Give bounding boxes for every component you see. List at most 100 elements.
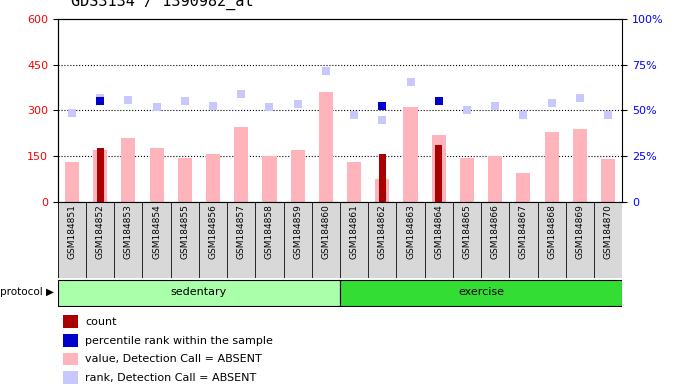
Bar (58, 280, 340, 306)
Text: GSM184857: GSM184857 (237, 204, 245, 259)
Bar (262, 156, 277, 202)
Bar (93, 150, 107, 202)
Point (433, 98, 444, 104)
Text: GSM184858: GSM184858 (265, 204, 274, 259)
Bar (403, 108, 418, 202)
Text: count: count (85, 317, 116, 327)
Bar (432, 135, 446, 202)
Bar (369, 202, 396, 278)
Text: GSM184860: GSM184860 (322, 204, 330, 259)
Point (490, 103, 500, 109)
Bar (347, 162, 361, 202)
Point (67, 110, 78, 116)
Bar (488, 156, 503, 202)
Bar (425, 202, 453, 278)
Point (546, 100, 557, 106)
Bar (150, 148, 164, 202)
Bar (538, 202, 566, 278)
Text: sedentary: sedentary (171, 287, 227, 297)
Bar (114, 202, 143, 278)
Point (95, 95, 105, 101)
Text: protocol ▶: protocol ▶ (0, 287, 54, 297)
Bar (453, 202, 481, 278)
Bar (63, 315, 78, 328)
Text: GSM184869: GSM184869 (575, 204, 584, 259)
Bar (86, 202, 114, 278)
Point (320, 68, 331, 74)
Text: GSM184855: GSM184855 (180, 204, 189, 259)
Bar (58, 202, 86, 278)
Bar (594, 202, 622, 278)
Point (575, 95, 585, 101)
Point (207, 103, 218, 109)
Point (349, 112, 360, 118)
Bar (396, 202, 425, 278)
Point (405, 78, 416, 84)
Bar (284, 202, 312, 278)
Bar (601, 159, 615, 202)
Bar (177, 157, 192, 202)
Point (462, 108, 473, 114)
Point (377, 103, 388, 109)
Bar (65, 162, 79, 202)
Bar (545, 132, 559, 202)
Bar (171, 202, 199, 278)
Text: GSM184856: GSM184856 (209, 204, 218, 259)
Text: GSM184852: GSM184852 (96, 204, 105, 259)
Text: percentile rank within the sample: percentile rank within the sample (85, 336, 273, 346)
Text: value, Detection Call = ABSENT: value, Detection Call = ABSENT (85, 354, 262, 364)
Point (123, 97, 134, 103)
Point (264, 104, 275, 111)
Text: GSM184865: GSM184865 (462, 204, 471, 259)
Bar (63, 371, 78, 384)
Bar (375, 179, 390, 202)
Bar (319, 92, 333, 202)
Bar (97, 148, 103, 202)
Point (433, 98, 444, 104)
Point (180, 98, 190, 104)
Text: GSM184863: GSM184863 (406, 204, 415, 259)
Bar (199, 202, 227, 278)
Point (151, 104, 162, 111)
Text: GSM184859: GSM184859 (293, 204, 302, 259)
Point (95, 98, 105, 104)
Bar (460, 157, 474, 202)
Text: GSM184864: GSM184864 (435, 204, 443, 259)
Bar (379, 154, 386, 202)
Bar (312, 202, 340, 278)
Bar (340, 280, 622, 306)
Text: GSM184854: GSM184854 (152, 204, 161, 259)
Text: GSM184853: GSM184853 (124, 204, 133, 259)
Text: GSM184861: GSM184861 (350, 204, 358, 259)
Bar (290, 150, 305, 202)
Text: rank, Detection Call = ABSENT: rank, Detection Call = ABSENT (85, 373, 256, 383)
Bar (256, 202, 284, 278)
Point (518, 112, 529, 118)
Text: GSM184870: GSM184870 (604, 204, 613, 259)
Bar (63, 334, 78, 347)
Bar (206, 154, 220, 202)
Bar (143, 202, 171, 278)
Text: exercise: exercise (458, 287, 504, 297)
Bar (573, 129, 587, 202)
Text: GDS3134 / 1390982_at: GDS3134 / 1390982_at (71, 0, 254, 10)
Bar (121, 138, 135, 202)
Text: GSM184868: GSM184868 (547, 204, 556, 259)
Bar (509, 202, 538, 278)
Point (602, 112, 613, 118)
Bar (234, 127, 248, 202)
Bar (63, 353, 78, 365)
Bar (435, 146, 442, 202)
Bar (481, 202, 509, 278)
Point (377, 116, 388, 122)
Text: GSM184862: GSM184862 (378, 204, 387, 259)
Bar (340, 202, 369, 278)
Bar (566, 202, 594, 278)
Point (292, 101, 303, 108)
Text: GSM184851: GSM184851 (67, 204, 76, 259)
Text: GSM184867: GSM184867 (519, 204, 528, 259)
Bar (516, 173, 530, 202)
Text: GSM184866: GSM184866 (491, 204, 500, 259)
Bar (227, 202, 256, 278)
Point (236, 91, 247, 97)
